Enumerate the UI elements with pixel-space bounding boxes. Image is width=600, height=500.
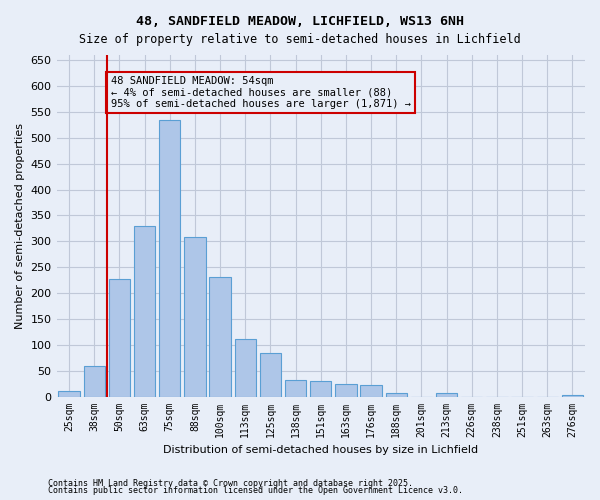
Bar (260, 352, 281, 397)
Bar (184, 237, 206, 396)
Bar (58, 392, 80, 396)
Text: 48 SANDFIELD MEADOW: 54sqm
← 4% of semi-detached houses are smaller (88)
95% of : 48 SANDFIELD MEADOW: 54sqm ← 4% of semi-… (110, 76, 410, 109)
Bar (209, 277, 231, 396)
Bar (83, 366, 105, 396)
Bar (235, 338, 256, 396)
Bar (386, 393, 407, 396)
Bar (134, 226, 155, 396)
Y-axis label: Number of semi-detached properties: Number of semi-detached properties (15, 123, 25, 329)
Bar (436, 394, 457, 396)
Bar (562, 395, 583, 396)
Bar (335, 384, 356, 396)
Text: 48, SANDFIELD MEADOW, LICHFIELD, WS13 6NH: 48, SANDFIELD MEADOW, LICHFIELD, WS13 6N… (136, 15, 464, 28)
Bar (310, 381, 331, 396)
Bar (159, 120, 181, 396)
Text: Contains public sector information licensed under the Open Government Licence v3: Contains public sector information licen… (48, 486, 463, 495)
Text: Contains HM Land Registry data © Crown copyright and database right 2025.: Contains HM Land Registry data © Crown c… (48, 478, 413, 488)
Text: Size of property relative to semi-detached houses in Lichfield: Size of property relative to semi-detach… (79, 32, 521, 46)
Bar (109, 278, 130, 396)
X-axis label: Distribution of semi-detached houses by size in Lichfield: Distribution of semi-detached houses by … (163, 445, 478, 455)
Bar (285, 380, 307, 396)
Bar (361, 385, 382, 396)
